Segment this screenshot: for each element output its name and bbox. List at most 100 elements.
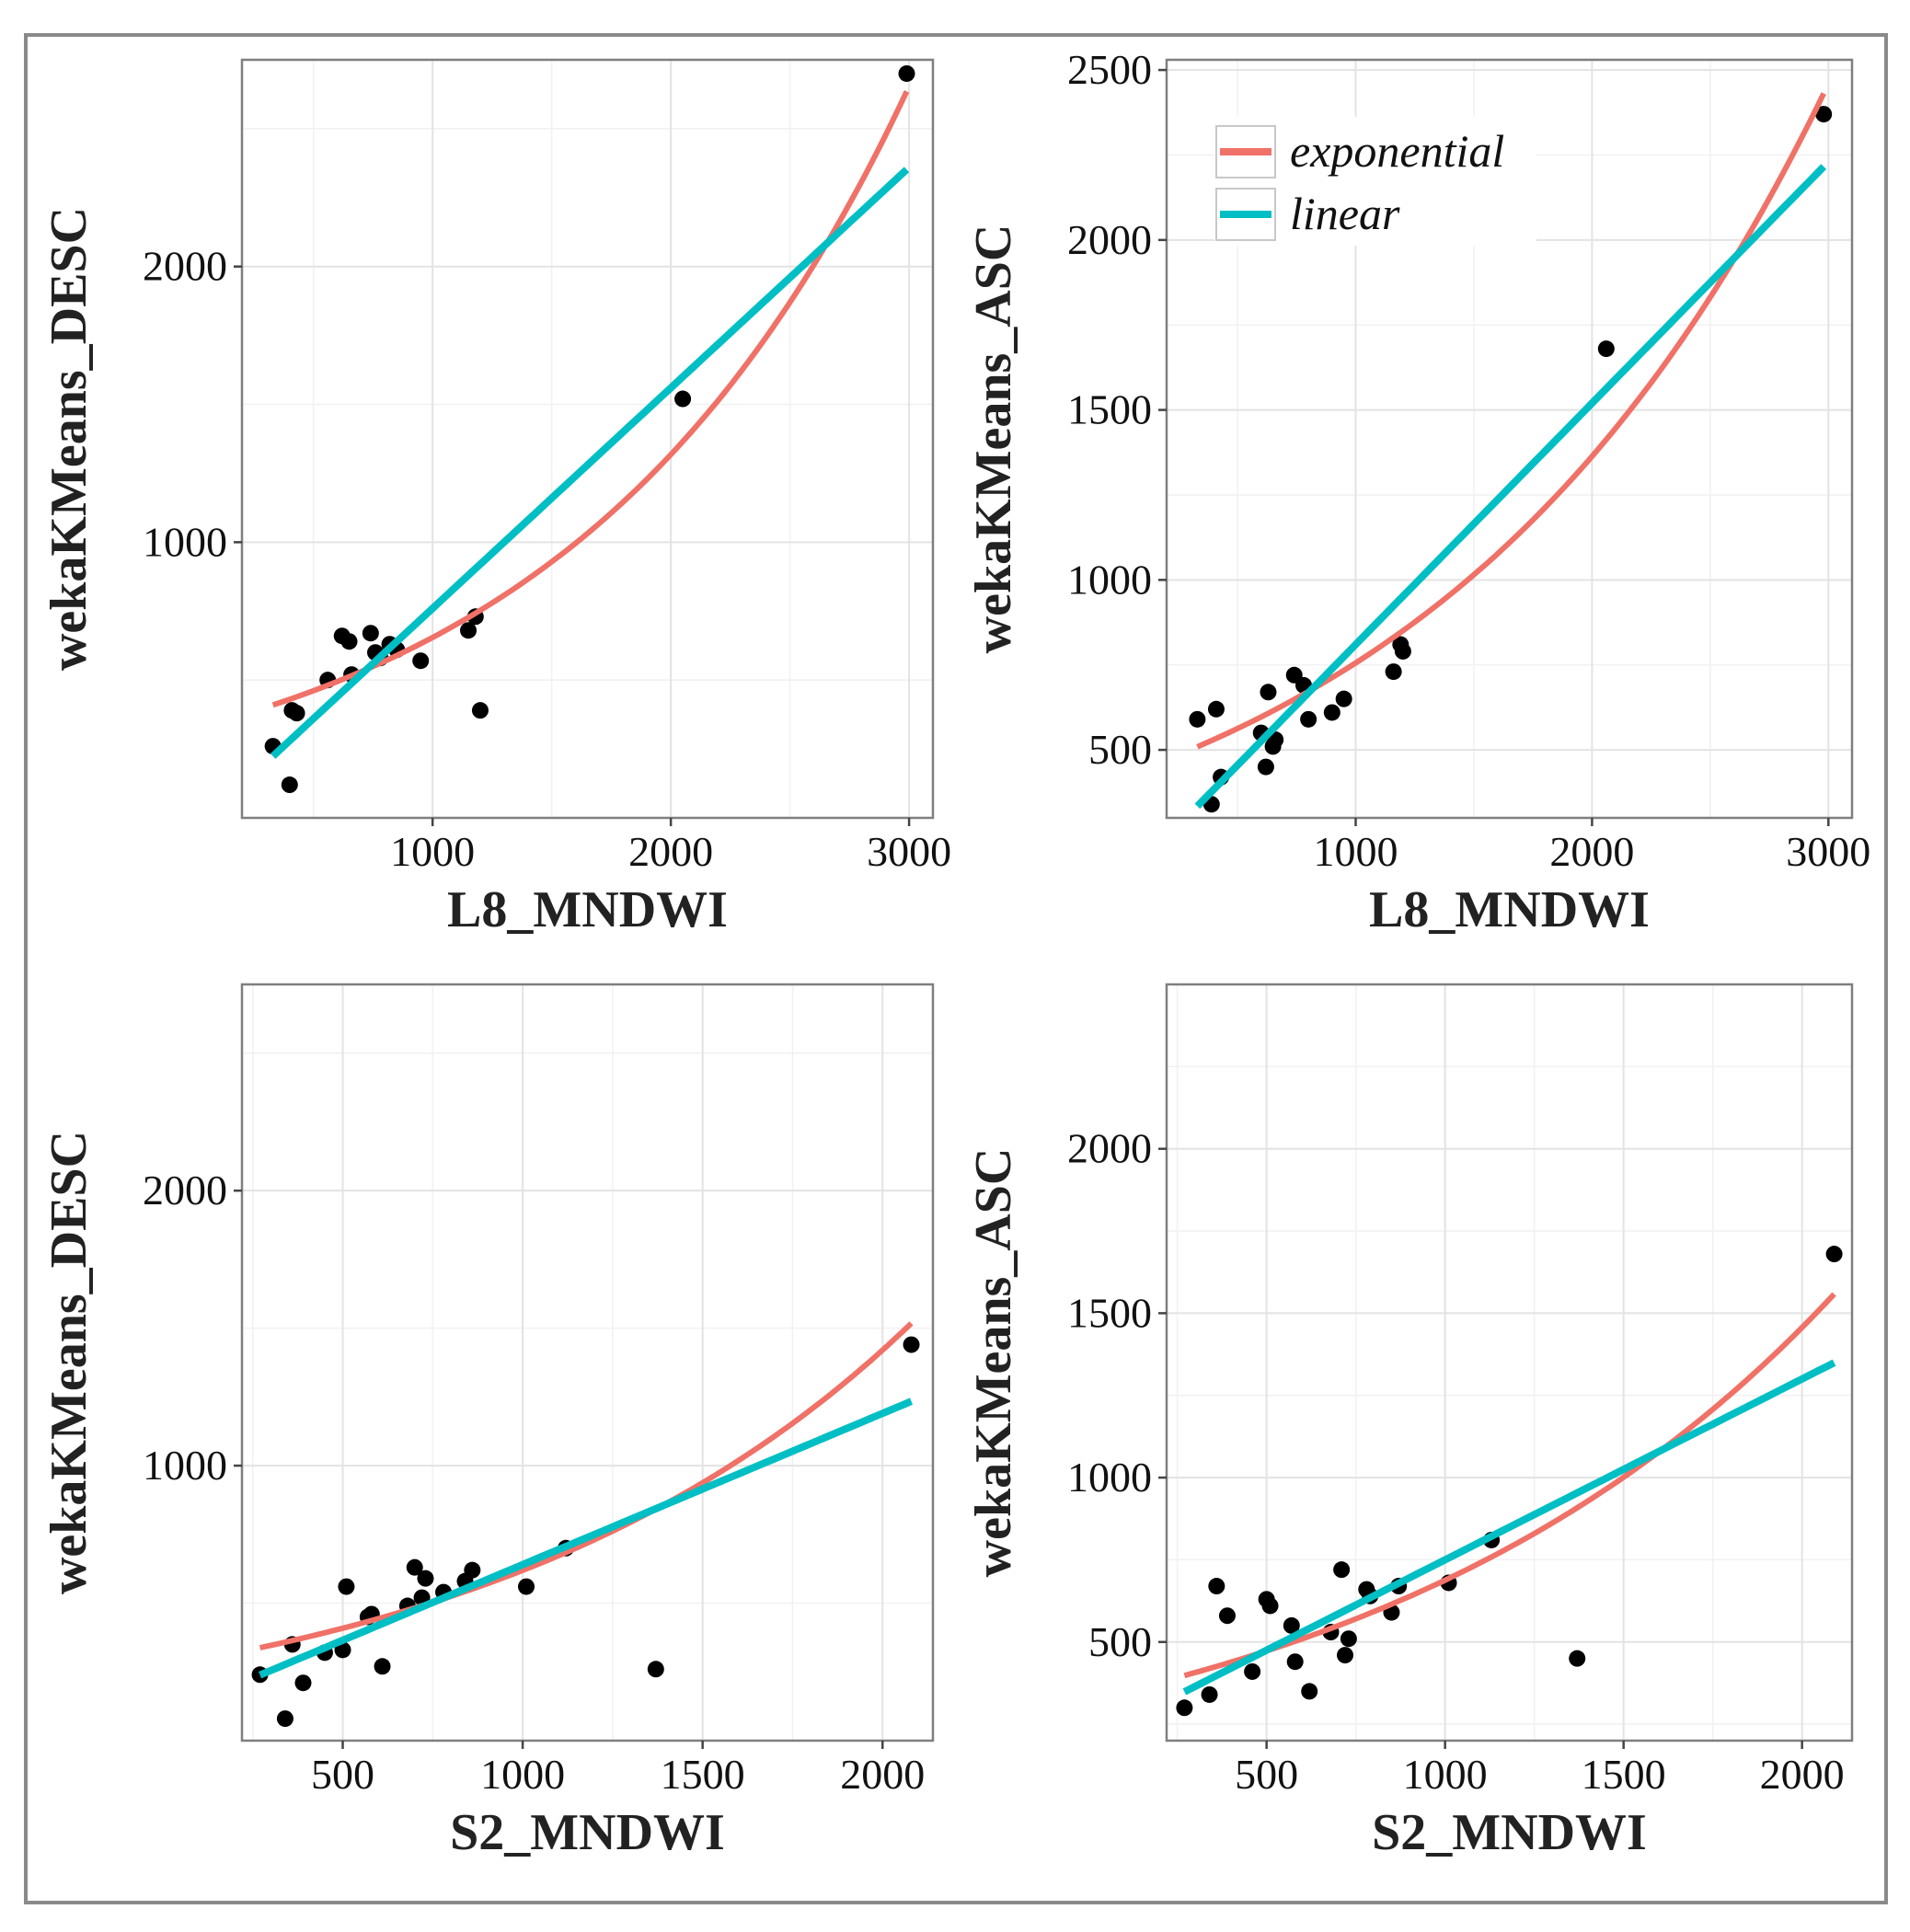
series-line-exponential [271, 90, 910, 708]
data-point [1283, 1616, 1300, 1634]
data-point [1323, 704, 1340, 721]
chart-panel-3: 500 1000 1500 2000 1000 2000 S2_MNDWI wekaKMean… [40, 983, 935, 1861]
y-axis-title: wekaKMeans_DESC [40, 1131, 98, 1594]
data-point [1207, 700, 1225, 718]
chart-panel-4: 500 1000 1500 2000 500 1000 1500 2000 S2_MNDWI we… [965, 983, 1854, 1861]
y-tick-label: 1000 [1067, 556, 1152, 603]
x-axis-title: L8_MNDWI [447, 881, 728, 938]
legend: exponential linear [1214, 117, 1536, 246]
series-line-linear [270, 167, 910, 759]
data-point [460, 622, 478, 639]
data-point [1394, 642, 1411, 660]
x-tick-label: 3000 [1786, 828, 1870, 875]
chart-panel-1: 1000 2000 3000 1000 2000 L8_MNDWI wekaKMeans_D… [40, 58, 951, 938]
series-line-linear [1194, 164, 1827, 810]
x-tick-label: 1000 [1314, 828, 1398, 875]
data-point [903, 1336, 920, 1353]
y-tick-label: 1500 [1067, 1289, 1152, 1336]
data-point [340, 633, 358, 650]
y-axis-title: wekaKMeans_ASC [965, 1148, 1022, 1578]
data-point [1257, 758, 1274, 776]
x-tick-label: 2000 [840, 1751, 925, 1798]
x-tick-label: 2000 [628, 828, 713, 875]
data-point [674, 390, 692, 408]
data-point [276, 1710, 293, 1728]
x-tick-label: 1500 [661, 1751, 745, 1798]
data-point [1337, 1647, 1354, 1664]
data-point [1340, 1630, 1357, 1648]
y-axis-title: wekaKMeans_DESC [40, 207, 98, 671]
series-line-linear [1182, 1359, 1836, 1696]
data-point [1333, 1561, 1351, 1579]
x-axis-title: L8_MNDWI [1369, 881, 1650, 938]
data-point [288, 705, 305, 722]
x-tick-label: 2000 [1549, 828, 1634, 875]
panels: 1000 2000 3000 1000 2000 L8_MNDWI wekaKMeans_D… [40, 46, 1870, 1861]
y-tick-label: 500 [1088, 726, 1152, 773]
x-tick-label: 1000 [480, 1751, 565, 1798]
panel-border [240, 58, 935, 820]
y-tick-label: 2000 [1067, 1125, 1152, 1172]
data-point [471, 702, 489, 719]
data-point [1286, 1653, 1304, 1671]
data-point [1218, 1607, 1236, 1625]
data-point [417, 1570, 434, 1587]
figure-border [24, 33, 1888, 1904]
series-line-exponential [259, 1321, 914, 1650]
data-point [294, 1674, 312, 1692]
data-point [1189, 710, 1206, 728]
x-axis-title: S2_MNDWI [1372, 1804, 1647, 1861]
data-point [1260, 684, 1277, 701]
x-tick-label: 1500 [1582, 1751, 1666, 1798]
data-point [1300, 710, 1317, 728]
data-point [464, 1561, 481, 1579]
data-point [898, 64, 915, 82]
data-point [1261, 1597, 1279, 1615]
chart-panel-2: 1000 2000 3000 500 1000 1500 2000 2500 L8_MNDWI w… [965, 46, 1870, 938]
data-point [338, 1578, 355, 1595]
data-point [1208, 1578, 1225, 1595]
y-tick-label: 1000 [1067, 1454, 1152, 1501]
x-tick-label: 1000 [1403, 1751, 1488, 1798]
data-point [412, 652, 430, 670]
data-point [1815, 106, 1833, 123]
data-point [1597, 340, 1615, 358]
x-tick-label: 500 [1235, 1751, 1298, 1798]
x-tick-label: 500 [311, 1751, 374, 1798]
y-tick-label: 1500 [1067, 386, 1152, 433]
y-tick-label: 2500 [1067, 46, 1152, 93]
data-point [647, 1661, 664, 1678]
series-line-exponential [1183, 1292, 1836, 1679]
y-tick-label: 1000 [143, 1442, 227, 1489]
x-tick-label: 2000 [1760, 1751, 1845, 1798]
panel-border [1165, 983, 1854, 1742]
data-point [1301, 1683, 1318, 1700]
legend-label-exponential: exponential [1290, 125, 1504, 177]
data-point [1385, 663, 1402, 681]
scatter-points [1189, 106, 1833, 813]
data-point [281, 776, 298, 794]
panel-border [240, 983, 935, 1742]
data-point [1335, 690, 1352, 707]
data-point [374, 1658, 391, 1675]
series-line-linear [259, 1397, 914, 1679]
y-tick-label: 500 [1088, 1618, 1152, 1665]
data-point [1176, 1699, 1193, 1717]
data-point [1244, 1662, 1261, 1680]
legend-label-linear: linear [1290, 188, 1400, 239]
panel-border [1165, 58, 1854, 820]
y-axis-title: wekaKMeans_ASC [965, 224, 1022, 654]
x-tick-label: 1000 [390, 828, 475, 875]
y-tick-label: 1000 [143, 518, 227, 565]
data-point [362, 625, 379, 642]
data-point [406, 1558, 423, 1576]
data-point [1569, 1650, 1586, 1667]
y-tick-label: 2000 [143, 1167, 227, 1213]
data-point [1201, 1685, 1218, 1703]
data-point [518, 1578, 535, 1595]
x-tick-label: 3000 [867, 828, 951, 875]
scatter-points [251, 1336, 920, 1728]
y-tick-label: 2000 [143, 243, 227, 290]
data-point [1825, 1246, 1843, 1263]
